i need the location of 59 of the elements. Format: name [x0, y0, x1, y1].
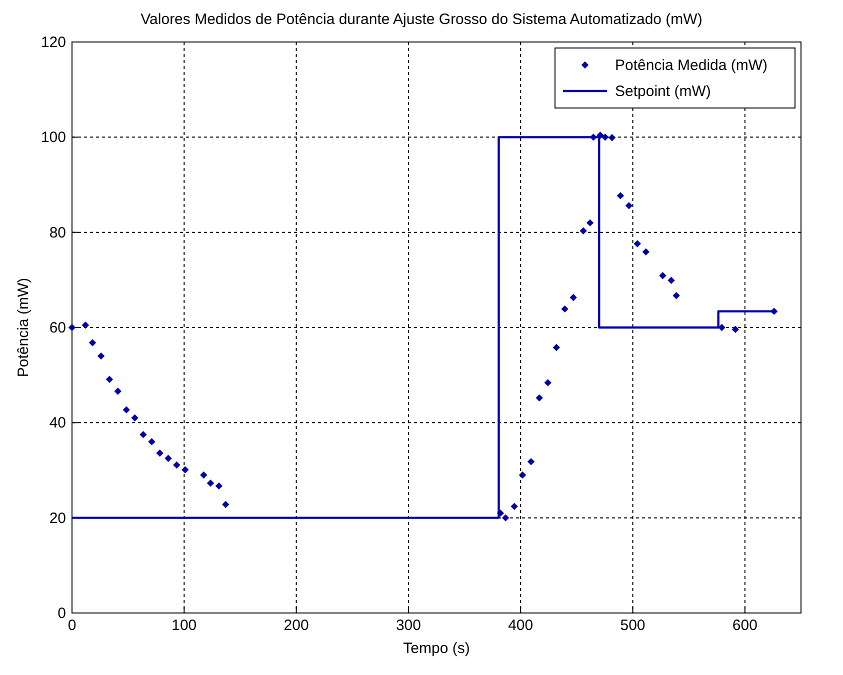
- point: [518, 471, 526, 479]
- point: [580, 227, 587, 235]
- x-tick-label: 500: [620, 617, 646, 634]
- point: [68, 324, 76, 332]
- point: [732, 326, 739, 334]
- point: [596, 132, 604, 139]
- point: [616, 192, 624, 200]
- point: [625, 202, 633, 210]
- point: [114, 388, 122, 395]
- y-tick-label: 60: [49, 320, 66, 336]
- legend-label: Potência Medida (mW): [615, 57, 768, 74]
- point: [586, 219, 594, 226]
- point: [668, 276, 675, 284]
- y-axis-title: Potência (mW): [15, 278, 32, 378]
- point: [527, 458, 535, 466]
- y-tick-label: 80: [49, 224, 66, 242]
- point: [544, 379, 552, 386]
- point: [222, 500, 230, 508]
- point: [148, 438, 156, 446]
- point: [106, 376, 114, 383]
- point: [182, 466, 189, 474]
- point: [164, 454, 172, 462]
- point: [156, 450, 164, 457]
- y-tick-label: 120: [40, 34, 66, 51]
- y-tick-label: 40: [49, 414, 66, 432]
- point: [608, 134, 616, 142]
- point: [215, 482, 223, 490]
- point: [634, 240, 641, 248]
- point: [88, 339, 96, 346]
- x-tick-label: 400: [508, 617, 534, 634]
- point: [122, 406, 130, 414]
- point: [502, 514, 510, 522]
- y-tick-label: 100: [40, 129, 66, 146]
- point: [140, 430, 147, 438]
- point: [131, 414, 138, 422]
- point: [82, 322, 90, 329]
- point: [200, 471, 208, 479]
- x-tick-label: 0: [68, 617, 76, 634]
- point: [97, 352, 105, 360]
- point: [659, 272, 666, 280]
- y-tick-label: 20: [49, 510, 66, 527]
- point: [570, 294, 577, 302]
- point: [536, 394, 543, 402]
- legend-label: Setpoint (mW): [615, 83, 711, 100]
- point: [173, 461, 180, 469]
- y-tick-label: 0: [58, 605, 66, 622]
- point: [510, 502, 518, 510]
- x-tick-label: 600: [732, 617, 758, 634]
- point: [602, 134, 609, 141]
- chart-title: Valores Medidos de Potência durante Ajuste Grosso do Sistema Automatizado (mW): [140, 11, 702, 28]
- x-tick-label: 100: [172, 617, 197, 634]
- point: [672, 292, 680, 300]
- x-tick-label: 300: [396, 617, 421, 634]
- point: [642, 248, 650, 256]
- point: [552, 344, 560, 352]
- x-tick-label: 200: [284, 617, 309, 634]
- point: [561, 305, 568, 313]
- x-axis-title: Tempo (s): [403, 640, 470, 657]
- point: [206, 479, 214, 487]
